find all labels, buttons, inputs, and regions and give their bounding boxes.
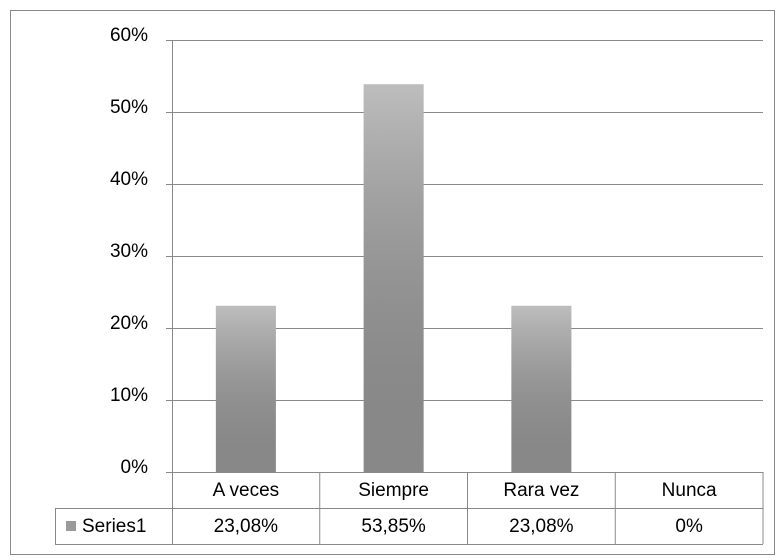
legend-label: Series1	[82, 516, 146, 537]
x-tick-label: A veces	[213, 480, 280, 501]
data-table-value: 0%	[675, 516, 703, 537]
bar-shade	[363, 84, 424, 472]
bar-shade	[511, 305, 572, 472]
x-tick-label: Rara vez	[503, 480, 579, 501]
y-tick-label: 30%	[110, 241, 148, 262]
data-table-value: 23,08%	[509, 516, 574, 537]
bar-shade	[215, 305, 276, 472]
legend-key	[66, 521, 76, 531]
y-tick-label: 10%	[110, 385, 148, 406]
data-table-value: 23,08%	[214, 516, 279, 537]
data-table-value: 53,85%	[361, 516, 426, 537]
y-tick-label: 50%	[110, 97, 148, 118]
y-tick-label: 40%	[110, 169, 148, 190]
y-tick-label: 20%	[110, 313, 148, 334]
x-tick-label: Nunca	[662, 480, 717, 501]
y-tick-label: 60%	[110, 25, 148, 46]
x-tick-label: Siempre	[358, 480, 429, 501]
y-tick-label: 0%	[121, 457, 149, 478]
